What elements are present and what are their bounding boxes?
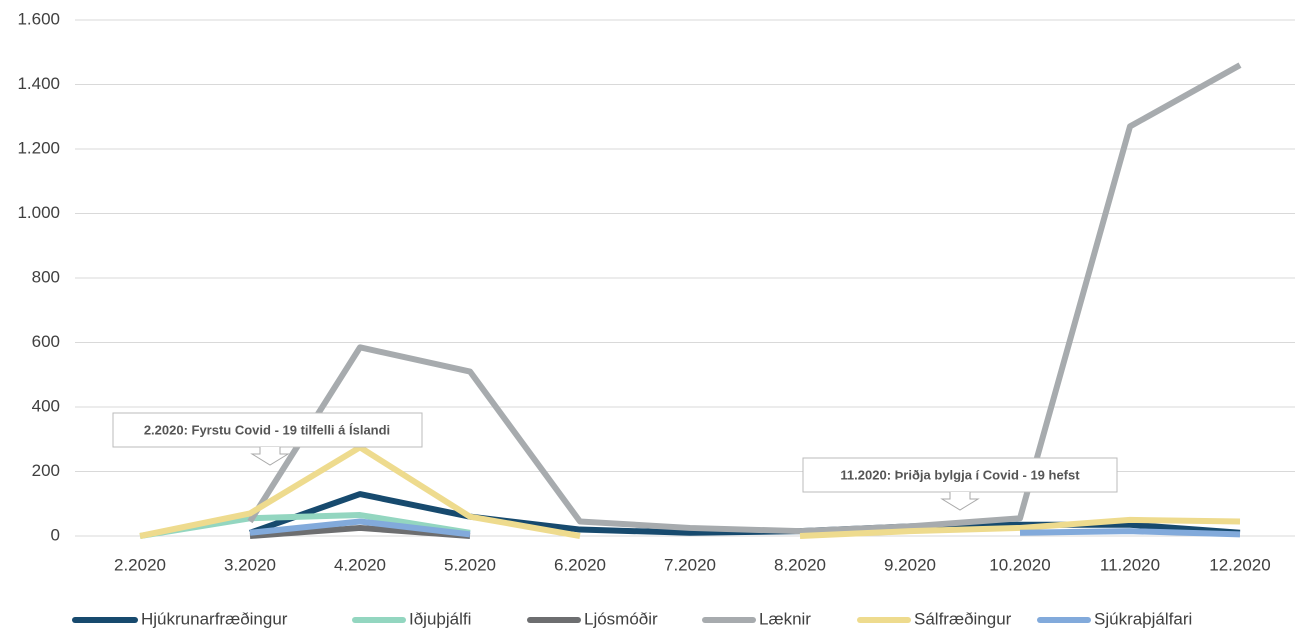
legend-label: Iðjuþjálfi [409, 609, 471, 628]
x-tick-label: 4.2020 [334, 555, 386, 574]
series-line [247, 62, 1242, 535]
legend-label: Læknir [759, 609, 811, 628]
x-tick-label: 6.2020 [554, 555, 606, 574]
legend-label: Sálfræðingur [914, 609, 1012, 628]
x-tick-label: 2.2020 [114, 555, 166, 574]
x-tick-label: 12.2020 [1209, 555, 1270, 574]
y-tick-label: 1.200 [17, 138, 60, 157]
y-tick-label: 1.000 [17, 203, 60, 222]
annotation: 2.2020: Fyrstu Covid - 19 tilfelli á Ísl… [112, 412, 423, 466]
y-tick-label: 200 [32, 461, 60, 480]
y-tick-label: 1.600 [17, 9, 60, 28]
y-tick-label: 1.400 [17, 74, 60, 93]
x-tick-label: 8.2020 [774, 555, 826, 574]
annotation-text: 2.2020: Fyrstu Covid - 19 tilfelli á Ísl… [144, 422, 390, 437]
legend-label: Hjúkrunarfræðingur [141, 609, 288, 628]
x-tick-label: 9.2020 [884, 555, 936, 574]
y-tick-label: 800 [32, 267, 60, 286]
x-tick-label: 7.2020 [664, 555, 716, 574]
series-line [249, 518, 471, 538]
x-tick-label: 10.2020 [989, 555, 1050, 574]
x-tick-label: 3.2020 [224, 555, 276, 574]
series-line [799, 516, 1241, 539]
annotation: 11.2020: Þriðja bylgja í Covid - 19 hefs… [802, 457, 1118, 511]
y-tick-label: 0 [51, 525, 60, 544]
legend-label: Sjúkraþjálfari [1094, 609, 1192, 628]
x-tick-label: 11.2020 [1100, 555, 1160, 574]
legend-label: Ljósmóðir [584, 609, 658, 628]
x-tick-label: 5.2020 [444, 555, 496, 574]
series-line [249, 524, 471, 539]
annotation-text: 11.2020: Þriðja bylgja í Covid - 19 hefs… [840, 467, 1080, 482]
series-line [1019, 528, 1241, 538]
y-tick-label: 400 [32, 396, 60, 415]
y-tick-label: 600 [32, 332, 60, 351]
